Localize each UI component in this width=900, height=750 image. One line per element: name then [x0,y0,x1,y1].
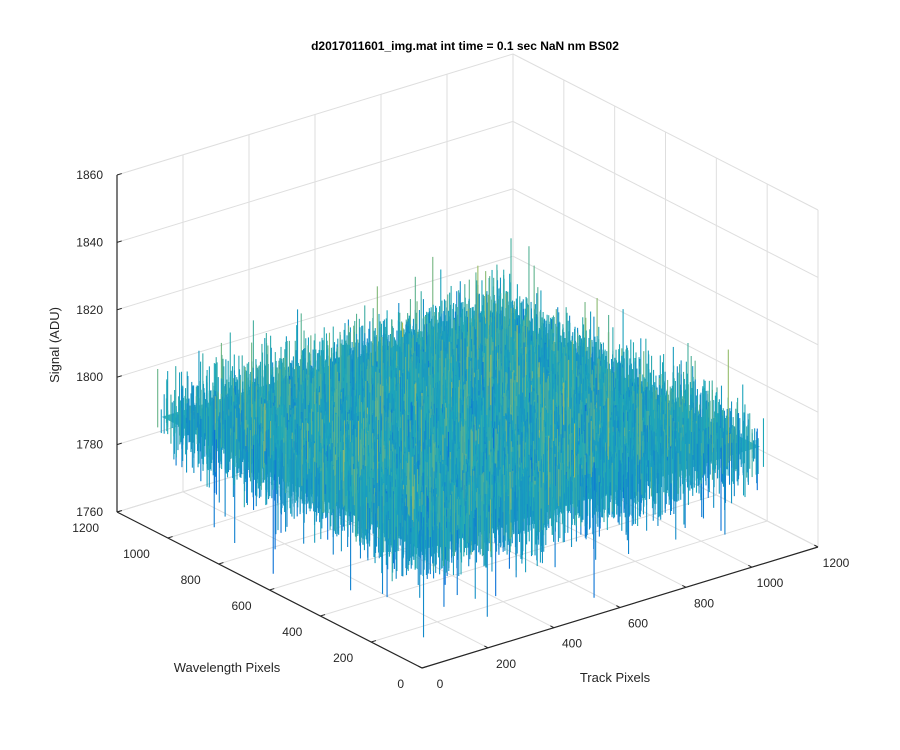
grid-line [116,188,514,311]
grid-line [116,120,514,243]
grid-line [512,53,819,211]
grid-line [512,120,819,278]
grid-line [116,255,514,378]
grid-line [512,255,819,413]
grid-line [371,520,768,643]
grid-line [512,188,819,346]
grid-line [320,494,717,617]
surface-layer [157,238,765,638]
grid-line [116,53,514,176]
